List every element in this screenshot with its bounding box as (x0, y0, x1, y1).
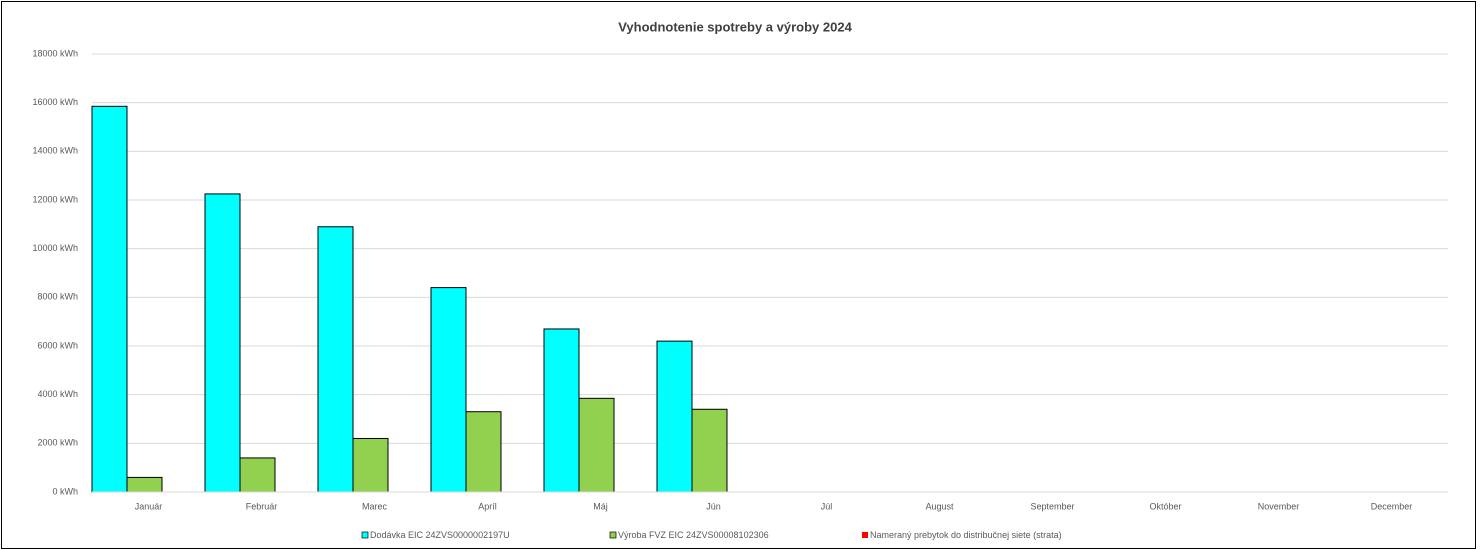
bar (430, 287, 467, 493)
y-tick-label: 6000 kWh (37, 340, 78, 350)
bar (204, 193, 241, 493)
bar (91, 105, 128, 493)
x-tick-label: Máj (593, 501, 608, 511)
bar (691, 408, 728, 493)
x-tick-label: Január (135, 501, 163, 511)
bar (352, 437, 389, 493)
x-tick-label: Február (246, 501, 278, 511)
y-tick-label: 4000 kWh (37, 389, 78, 399)
y-tick-label: 14000 kWh (32, 146, 78, 156)
x-tick-label: September (1030, 501, 1074, 511)
x-tick-label: Apríl (478, 501, 497, 511)
bar (656, 340, 693, 493)
legend-swatch (862, 532, 868, 538)
legend-swatch (361, 531, 369, 539)
bar (126, 476, 163, 493)
x-tick-label: November (1258, 501, 1300, 511)
legend-label: Výroba FVZ EIC 24ZVS00008102306 (618, 530, 769, 540)
y-tick-label: 18000 kWh (32, 48, 78, 58)
y-tick-label: 0 kWh (52, 486, 78, 496)
legend-label: Dodávka EIC 24ZVS0000002197U (370, 530, 510, 540)
y-tick-label: 16000 kWh (32, 97, 78, 107)
chart-title: Vyhodnotenie spotreby a výroby 2024 (618, 19, 852, 34)
bar (543, 328, 580, 493)
x-tick-label: August (925, 501, 954, 511)
y-tick-label: 12000 kWh (32, 194, 78, 204)
x-tick-label: Júl (821, 501, 833, 511)
x-tick-label: Marec (362, 501, 388, 511)
bar (239, 457, 276, 493)
x-tick-label: Jún (706, 501, 721, 511)
x-tick-label: December (1371, 501, 1413, 511)
y-tick-label: 2000 kWh (37, 438, 78, 448)
x-tick-label: Október (1149, 501, 1181, 511)
y-tick-label: 8000 kWh (37, 292, 78, 302)
bar (578, 397, 615, 493)
bar (317, 226, 354, 493)
legend-label: Nameraný prebytok do distribučnej siete … (870, 530, 1062, 540)
bar (465, 411, 502, 493)
legend-swatch (609, 531, 617, 539)
y-tick-label: 10000 kWh (32, 243, 78, 253)
